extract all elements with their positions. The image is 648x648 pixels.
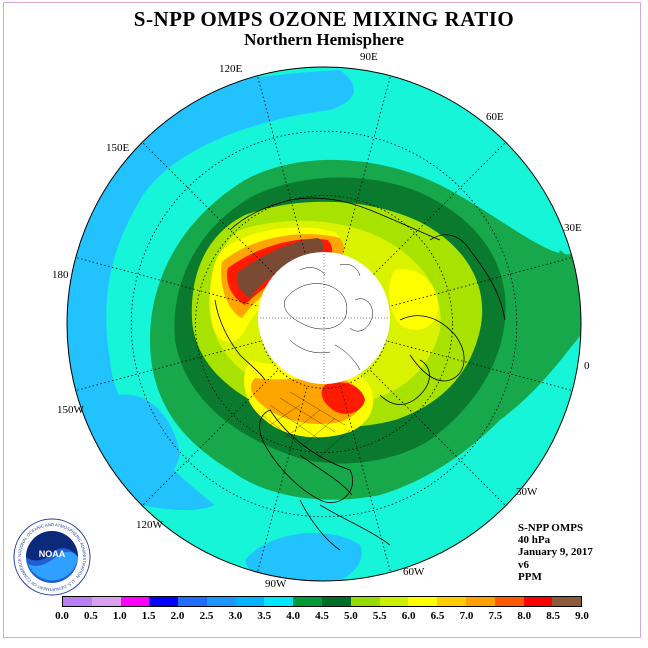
colorbar-swatch bbox=[149, 597, 179, 606]
colorbar-tick-label: 0.5 bbox=[84, 610, 98, 622]
colorbar-tick-label: 3.0 bbox=[228, 610, 243, 622]
info-version: v6 bbox=[518, 558, 529, 571]
colorbar-tick-label: 9.0 bbox=[575, 610, 589, 622]
noaa-logo-text: NOAA bbox=[39, 549, 66, 559]
info-instrument: S-NPP OMPS bbox=[518, 522, 584, 534]
image-frame bbox=[3, 2, 641, 638]
longitude-label-180: 180 bbox=[52, 269, 69, 281]
colorbar-swatch bbox=[552, 597, 582, 606]
colorbar-tick-label: 1.5 bbox=[141, 610, 156, 622]
info-units: PPM bbox=[518, 570, 542, 583]
state-boundaries bbox=[261, 391, 351, 459]
field-yellow-europe bbox=[388, 269, 439, 330]
colorbar-swatch bbox=[350, 597, 380, 606]
colorbar-tick-label: 5.0 bbox=[344, 610, 358, 622]
colorbar-swatch bbox=[494, 597, 524, 606]
colorbar-swatch bbox=[465, 597, 495, 606]
info-pressure: 40 hPa bbox=[518, 534, 551, 547]
longitude-label-120e: 120E bbox=[219, 63, 243, 75]
colorbar-tick-label: 8.5 bbox=[546, 610, 560, 622]
colorbar-swatch bbox=[178, 597, 207, 606]
longitude-label-120w: 120W bbox=[136, 519, 163, 531]
field-blue-southwest bbox=[108, 394, 180, 486]
colorbar-swatch bbox=[322, 597, 351, 606]
colorbar-swatch bbox=[206, 597, 236, 606]
colorbar bbox=[62, 596, 582, 607]
colorbar-tick-label: 4.5 bbox=[315, 610, 329, 622]
colorbar-swatch bbox=[120, 597, 150, 606]
colorbar-tick-label: 6.5 bbox=[430, 610, 445, 622]
colorbar-tick-label: 7.5 bbox=[488, 610, 503, 622]
colorbar-tick-label: 5.5 bbox=[372, 610, 387, 622]
longitude-label-30e: 30E bbox=[564, 222, 582, 234]
latitude-circle bbox=[130, 130, 518, 518]
colorbar-tick-label: 8.0 bbox=[517, 610, 532, 622]
colorbar-tick-label: 3.5 bbox=[257, 610, 272, 622]
map-title: S-NPP OMPS OZONE MIXING RATIO bbox=[133, 7, 515, 31]
colorbar-tick-label: 4.0 bbox=[286, 610, 300, 622]
colorbar-swatch bbox=[293, 597, 323, 606]
longitude-label-60w: 60W bbox=[403, 566, 425, 578]
colorbar-tick-label: 2.5 bbox=[199, 610, 214, 622]
longitude-label-90w: 90W bbox=[265, 578, 287, 590]
noaa-logo: NOAA NATIONAL OCEANIC AND ATMOSPHERIC AD… bbox=[13, 518, 91, 596]
map-subtitle: Northern Hemisphere bbox=[244, 30, 404, 49]
colorbar-swatch bbox=[235, 597, 265, 606]
colorbar-swatch bbox=[408, 597, 438, 606]
longitude-label-0: 0 bbox=[584, 360, 590, 372]
field-green-east-edge bbox=[555, 250, 580, 339]
field-red-america bbox=[321, 382, 365, 414]
colorbar-tick-label: 0.0 bbox=[55, 610, 69, 622]
latitude-circle bbox=[195, 195, 453, 453]
field-brown-pacific bbox=[236, 238, 324, 298]
colorbar-tick-label: 7.0 bbox=[459, 610, 474, 622]
colorbar-tick-label: 1.0 bbox=[112, 610, 127, 622]
info-block: S-NPP OMPS 40 hPa January 9, 2017 v6 PPM bbox=[518, 522, 593, 583]
longitude-label-90e: 90E bbox=[360, 51, 378, 63]
longitude-label-60e: 60E bbox=[486, 111, 504, 123]
colorbar-swatch bbox=[523, 597, 553, 606]
longitude-label-30w: 30W bbox=[516, 486, 538, 498]
colorbar-swatch bbox=[379, 597, 409, 606]
colorbar-swatch bbox=[437, 597, 466, 606]
colorbar-swatch bbox=[63, 597, 92, 606]
coastlines bbox=[214, 197, 506, 551]
field-blue-left bbox=[67, 70, 354, 511]
map-boundary bbox=[66, 66, 582, 582]
longitude-label-150e: 150E bbox=[106, 142, 130, 154]
colorbar-swatch bbox=[264, 597, 294, 606]
polar-meridians bbox=[258, 252, 390, 384]
colorbar-tick-label: 6.0 bbox=[401, 610, 416, 622]
longitude-label-150w: 150W bbox=[57, 404, 84, 416]
info-date: January 9, 2017 bbox=[518, 546, 593, 559]
colorbar-swatch bbox=[91, 597, 121, 606]
colorbar-tick-label: 2.0 bbox=[170, 610, 185, 622]
